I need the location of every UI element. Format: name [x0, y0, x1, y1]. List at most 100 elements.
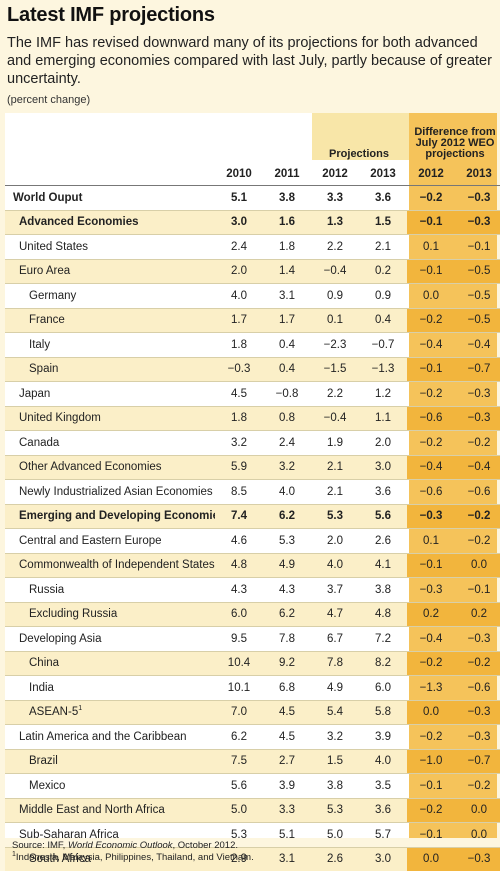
table-cell: −1.0 — [407, 749, 455, 774]
table-cell: 2.4 — [263, 431, 311, 456]
table-cell: −0.5 — [455, 284, 500, 309]
table-cell: −0.2 — [455, 529, 500, 554]
table-cell: 1.8 — [215, 406, 263, 431]
table-cell: 0.0 — [455, 798, 500, 823]
table-cell: 1.8 — [215, 333, 263, 358]
table-cell: 7.4 — [215, 504, 263, 529]
table-cell: 1.6 — [263, 210, 311, 235]
source-line: Source: IMF, World Economic Outlook, Oct… — [12, 840, 254, 852]
table-cell: −0.7 — [359, 333, 407, 358]
page-subtitle: The IMF has revised downward many of its… — [7, 34, 493, 88]
table-cell: 2.4 — [215, 235, 263, 260]
table-cell: 3.8 — [263, 186, 311, 211]
table-cell: −0.3 — [455, 406, 500, 431]
table-cell: 5.0 — [311, 823, 359, 848]
table-cell: 0.0 — [455, 823, 500, 848]
table-cell: −0.2 — [407, 798, 455, 823]
row-label: Brazil — [5, 749, 215, 774]
table-cell: 6.8 — [263, 676, 311, 701]
table-cell: 2.6 — [359, 529, 407, 554]
table-cell: −0.3 — [407, 504, 455, 529]
projections-table: Projections Difference from July 2012 WE… — [5, 113, 500, 871]
row-label: Euro Area — [5, 259, 215, 284]
table-cell: −0.6 — [407, 480, 455, 505]
table-cell: −0.7 — [455, 749, 500, 774]
table-cell: 3.1 — [263, 847, 311, 871]
row-label: World Ouput — [5, 186, 215, 211]
table-cell: 1.1 — [359, 406, 407, 431]
row-label: Other Advanced Economies — [5, 455, 215, 480]
row-label: India — [5, 676, 215, 701]
table-cell: −0.4 — [311, 406, 359, 431]
table-cell: 0.9 — [359, 284, 407, 309]
difference-group-header: Difference from July 2012 WEO projection… — [407, 113, 500, 163]
row-label: Excluding Russia — [5, 602, 215, 627]
row-label: Developing Asia — [5, 627, 215, 652]
table-cell: −0.4 — [407, 455, 455, 480]
row-label: Latin America and the Caribbean — [5, 725, 215, 750]
table-cell: −0.5 — [455, 308, 500, 333]
table-cell: 2.1 — [311, 480, 359, 505]
year-header: 2013 — [359, 163, 407, 186]
table-cell: 3.1 — [263, 284, 311, 309]
table-cell: 4.0 — [359, 749, 407, 774]
table-cell: −0.3 — [455, 627, 500, 652]
table-cell: −0.3 — [455, 210, 500, 235]
table-cell: 8.5 — [215, 480, 263, 505]
table-cell: 6.2 — [215, 725, 263, 750]
table-cell: 2.7 — [263, 749, 311, 774]
table-cell: 4.8 — [215, 553, 263, 578]
table-cell: 2.0 — [359, 431, 407, 456]
row-label: France — [5, 308, 215, 333]
table-cell: 2.1 — [311, 455, 359, 480]
table-cell: 2.2 — [311, 235, 359, 260]
table-cell: 0.0 — [455, 553, 500, 578]
table-cell: 4.9 — [263, 553, 311, 578]
table-cell: −0.2 — [407, 186, 455, 211]
table-cell: 6.2 — [263, 504, 311, 529]
row-label: United Kingdom — [5, 406, 215, 431]
table-cell: 5.8 — [359, 700, 407, 725]
table-cell: 4.8 — [359, 602, 407, 627]
table-cell: 5.1 — [263, 823, 311, 848]
table-cell: −0.2 — [455, 774, 500, 799]
row-label: United States — [5, 235, 215, 260]
table-cell: 5.7 — [359, 823, 407, 848]
table-cell: 0.0 — [407, 284, 455, 309]
table-cell: 5.3 — [311, 504, 359, 529]
row-label: Advanced Economies — [5, 210, 215, 235]
table-cell: 4.0 — [263, 480, 311, 505]
table-cell: 3.7 — [311, 578, 359, 603]
table-cell: 5.6 — [359, 504, 407, 529]
table-cell: −0.3 — [455, 382, 500, 407]
table-cell: 5.0 — [215, 798, 263, 823]
projections-group-header: Projections — [311, 113, 407, 163]
table-cell: 1.5 — [311, 749, 359, 774]
row-label: China — [5, 651, 215, 676]
table-cell: 4.5 — [263, 700, 311, 725]
table-cell: −0.4 — [407, 627, 455, 652]
year-header: 2012 — [311, 163, 359, 186]
table-cell: 0.2 — [455, 602, 500, 627]
table-cell: 0.9 — [311, 284, 359, 309]
table-cell: 3.0 — [215, 210, 263, 235]
table-cell: 2.6 — [311, 847, 359, 871]
year-header: 2012 — [407, 163, 455, 186]
row-label: Newly Industrialized Asian Economies — [5, 480, 215, 505]
source-note: Source: IMF, World Economic Outlook, Oct… — [12, 840, 254, 864]
row-label: Russia — [5, 578, 215, 603]
table-cell: 2.1 — [359, 235, 407, 260]
row-label: Mexico — [5, 774, 215, 799]
row-label: ASEAN-51 — [5, 700, 215, 725]
table-cell: 10.1 — [215, 676, 263, 701]
table-cell: 3.0 — [359, 455, 407, 480]
